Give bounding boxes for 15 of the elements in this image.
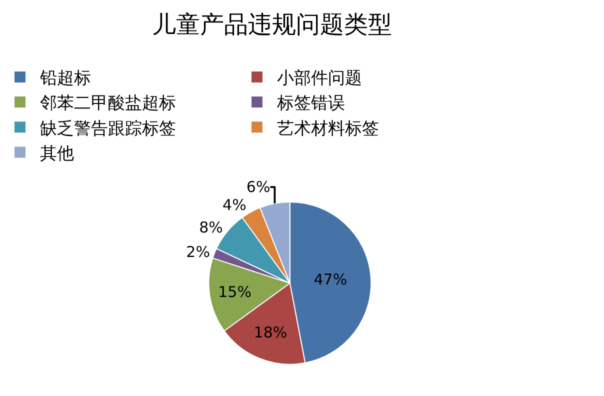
data-label: 4%	[222, 196, 246, 214]
legend-label: 艺术材料标签	[277, 118, 379, 139]
data-label: 8%	[199, 218, 223, 237]
data-label: 2%	[186, 243, 210, 262]
legend-label: 邻苯二甲酸盐超标	[40, 94, 176, 114]
legend-label: 铅超标	[39, 68, 91, 89]
legend-label: 标签错误	[276, 94, 345, 114]
legend-label: 缺乏警告跟踪标签	[40, 118, 176, 139]
data-label: 47%	[314, 270, 348, 288]
legend-label: 小部件问题	[277, 68, 362, 89]
legend-label: 其他	[40, 144, 74, 164]
data-label: 15%	[218, 282, 252, 301]
chart-title: 儿童产品违规问题类型	[152, 10, 392, 39]
data-label: 6%	[246, 178, 270, 196]
data-label: 18%	[254, 323, 288, 342]
